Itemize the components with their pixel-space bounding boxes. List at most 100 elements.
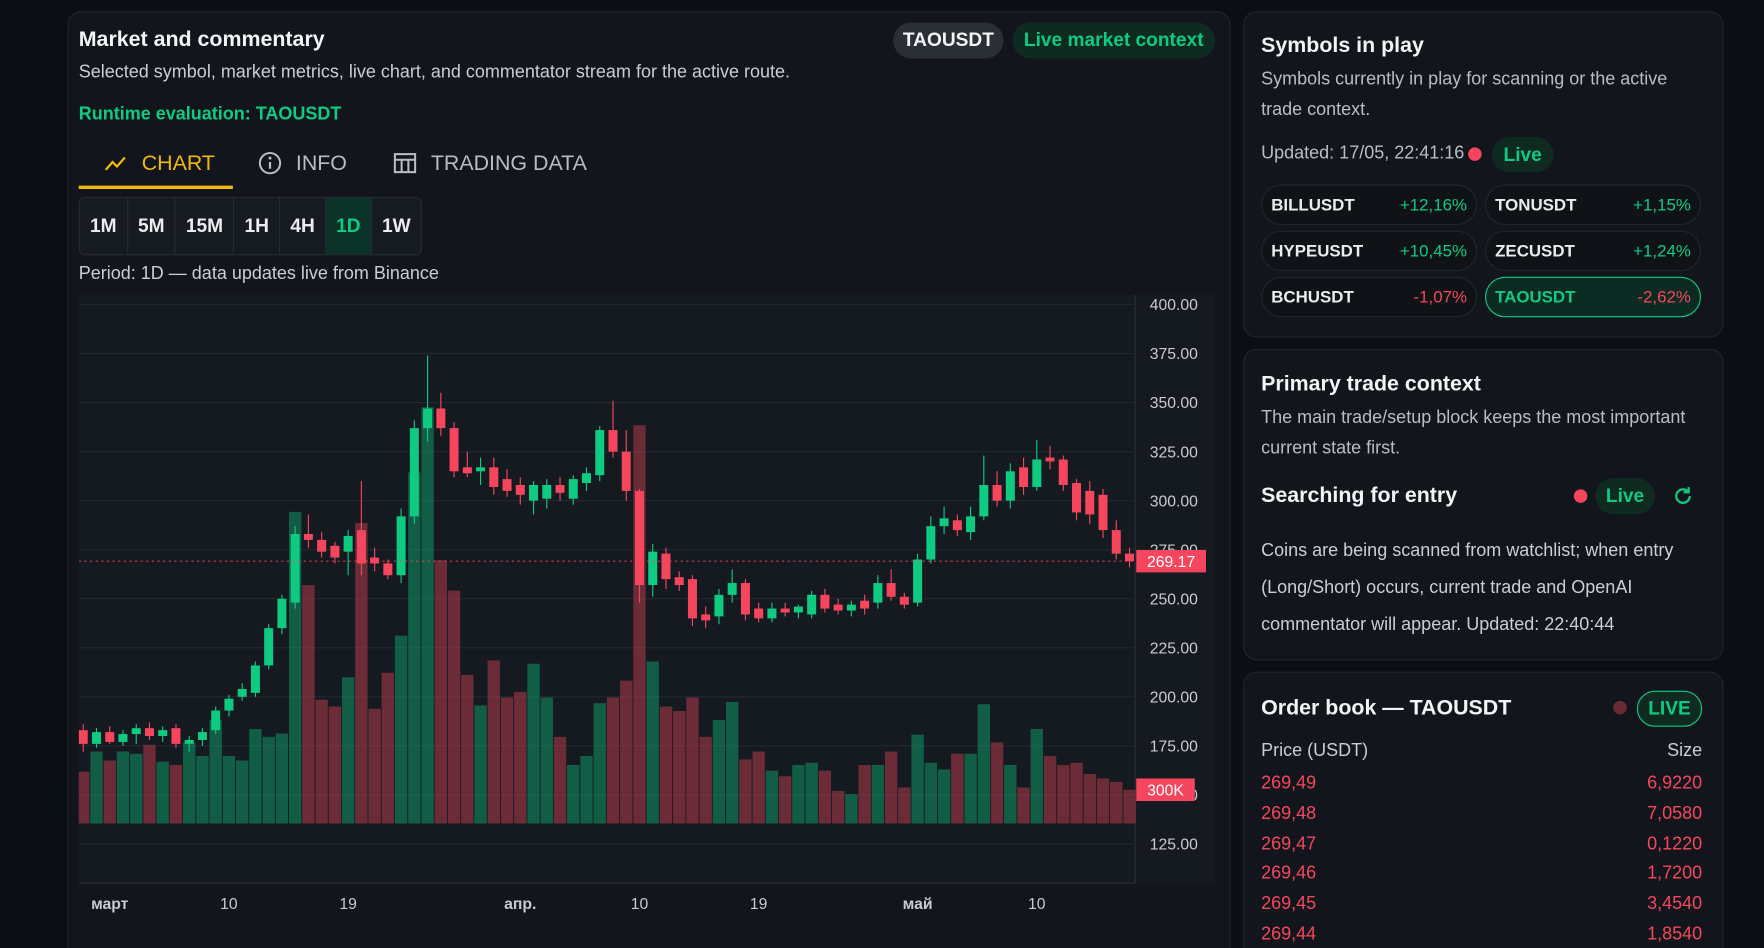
volume-bar <box>593 703 606 824</box>
symbol-tag: TAOUSDT <box>893 22 1004 59</box>
candle-body <box>370 557 380 564</box>
volume-bar <box>341 677 355 824</box>
volume-bar <box>527 663 540 824</box>
panel-title: Market and commentary <box>78 28 325 52</box>
x-tick-label: 19 <box>339 896 357 913</box>
candle-body <box>250 665 260 693</box>
volume-bar <box>434 560 448 824</box>
interval-button[interactable]: 5M <box>128 198 176 255</box>
symbol-pill[interactable]: ZECUSDT +1,24% <box>1485 230 1701 272</box>
volume-bar <box>1017 787 1030 824</box>
symbol-name: BCHUSDT <box>1271 287 1354 307</box>
candle-body <box>913 559 923 603</box>
trade-status: Searching for entry <box>1261 483 1458 508</box>
x-tick-label: апр. <box>504 896 536 913</box>
candle-body <box>860 600 870 609</box>
order-price: 269,48 <box>1261 804 1317 824</box>
symbol-pill[interactable]: HYPEUSDT +10,45% <box>1261 230 1478 272</box>
candle-body <box>873 583 883 603</box>
volume-bar <box>951 753 964 824</box>
volume-bar <box>262 736 275 824</box>
candle-body <box>277 598 287 629</box>
interval-button[interactable]: 1W <box>381 214 411 237</box>
candle-body <box>568 479 578 499</box>
panel-subtitle: Selected symbol, market metrics, live ch… <box>78 63 791 83</box>
candle-body <box>701 614 711 621</box>
tab[interactable]: TRADING DATA <box>430 151 587 176</box>
symbol-name: BILLUSDT <box>1271 195 1355 215</box>
status-dot <box>1468 147 1482 161</box>
candle-body <box>383 563 393 576</box>
volume-bar <box>90 751 103 824</box>
volume-bar <box>130 753 143 824</box>
x-tick-label: март <box>91 896 129 913</box>
volume-bar <box>858 765 871 824</box>
volume-bar <box>116 751 130 824</box>
interval-button[interactable]: 1M <box>80 198 128 255</box>
volume-bar <box>275 733 289 824</box>
candle-body <box>582 473 592 484</box>
candle-body <box>820 594 830 609</box>
candle-body <box>211 710 221 731</box>
tab[interactable]: INFO <box>295 151 347 176</box>
order-price: 269,49 <box>1261 774 1317 794</box>
symbol-pill[interactable]: BILLUSDT +12,16% <box>1261 184 1478 225</box>
trade-note: Coins are being scanned from watchlist; … <box>1261 541 1674 635</box>
symbol-pill[interactable]: BCHUSDT -1,07% <box>1261 276 1478 318</box>
candle-body <box>1072 483 1082 513</box>
table-icon <box>393 153 417 174</box>
candle-body <box>899 596 909 605</box>
volume-bar <box>699 736 712 824</box>
candle-body <box>793 606 803 613</box>
order-size: 7,0580 <box>1647 804 1703 824</box>
updated-time: Updated: 17/05, 22:41:16 <box>1261 144 1465 164</box>
candle-body <box>118 734 128 742</box>
order-price: 269,44 <box>1261 924 1317 944</box>
candle-body <box>1085 490 1095 515</box>
interval-button[interactable]: 4H <box>280 198 327 255</box>
column-header: Size <box>1667 741 1703 761</box>
candle-body <box>396 516 406 576</box>
candle-body <box>648 551 658 586</box>
volume-bar <box>739 759 752 824</box>
candle-body <box>158 730 168 737</box>
candle-body <box>1098 494 1108 531</box>
volume-bar <box>620 680 633 824</box>
volume-bar <box>752 751 765 824</box>
x-tick-label: 10 <box>1028 896 1046 913</box>
candle-body <box>197 732 207 740</box>
y-tick-label: 125.00 <box>1150 837 1198 854</box>
volume-bar <box>937 769 951 824</box>
volume-bar <box>977 704 991 824</box>
volume-bar <box>884 751 898 824</box>
volume-bar <box>249 729 262 824</box>
volume-bar <box>726 702 739 824</box>
volume-bar <box>805 762 818 824</box>
candle-body <box>144 728 154 737</box>
candle-body <box>303 534 313 540</box>
live-badge: Live <box>1491 137 1554 173</box>
candle-body <box>131 728 141 735</box>
interval-button[interactable]: 1H <box>234 198 281 255</box>
y-tick-label: 200.00 <box>1150 689 1198 706</box>
order-size: 1,7200 <box>1647 864 1703 884</box>
interval-button[interactable]: 15M <box>176 198 235 255</box>
y-tick-label: 350.00 <box>1150 395 1198 412</box>
symbol-pill[interactable]: TAOUSDT -2,62% <box>1485 276 1701 318</box>
refresh-button[interactable] <box>1672 485 1695 508</box>
tab[interactable]: CHART <box>141 151 215 176</box>
order-price: 269,46 <box>1261 864 1317 884</box>
symbol-pill[interactable]: TONUSDT +1,15% <box>1485 184 1701 225</box>
candle-body <box>184 739 194 744</box>
candle-body <box>754 608 764 619</box>
volume-bar <box>103 760 116 824</box>
candle-body <box>489 467 499 487</box>
candle-body <box>952 520 962 531</box>
interval-button[interactable]: 1D <box>326 198 372 255</box>
candle-body <box>1111 530 1121 554</box>
candle-body <box>171 728 181 744</box>
volume-bar <box>633 425 646 824</box>
volume-bar <box>845 794 858 824</box>
